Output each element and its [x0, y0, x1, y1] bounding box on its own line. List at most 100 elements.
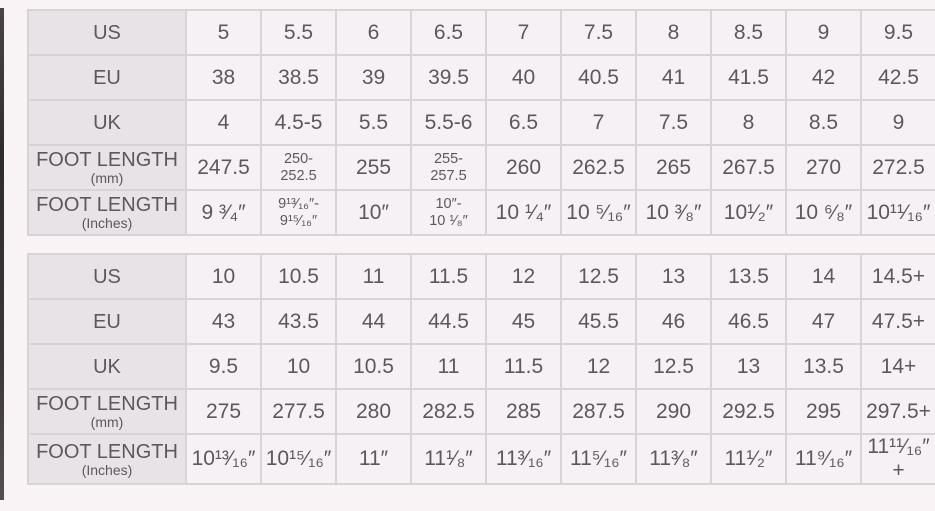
size-cell: 4.5-5	[260, 99, 337, 146]
size-cell: 10	[260, 343, 337, 390]
size-cell: 11¹¹⁄₁₆″+	[860, 433, 935, 485]
size-cell: 265	[635, 144, 712, 191]
size-cell: 43.5	[260, 298, 337, 345]
size-cell: 272.5	[860, 144, 935, 191]
size-cell: 255	[335, 144, 412, 191]
size-cell: 12.5	[560, 253, 637, 300]
row-label-uk: UK	[27, 343, 187, 390]
size-cell: 10	[185, 253, 262, 300]
size-cell: 46.5	[710, 298, 787, 345]
size-cell: 247.5	[185, 144, 262, 191]
size-cell: 10¹¹⁄₁₆″	[860, 189, 935, 236]
size-cell: 11⁹⁄₁₆″	[785, 433, 862, 485]
size-cell: 14	[785, 253, 862, 300]
size-cell: 11¹⁄₈″	[410, 433, 487, 485]
size-cell: 5.5	[335, 99, 412, 146]
table-row: UK 9.5 10 10.5 11 11.5 12 12.5 13 13.5 14+	[27, 343, 935, 390]
size-cell: 6	[335, 9, 412, 56]
size-cell: 10.5	[260, 253, 337, 300]
size-cell: 250- 252.5	[260, 144, 337, 191]
size-cell: 5.5	[260, 9, 337, 56]
size-cell: 7.5	[635, 99, 712, 146]
table-row: US 10 10.5 11 11.5 12 12.5 13 13.5 14 14.5+	[27, 253, 935, 300]
size-cell: 44	[335, 298, 412, 345]
row-sublabel: (mm)	[90, 170, 124, 186]
size-cell: 292.5	[710, 388, 787, 435]
size-cell: 10.5	[335, 343, 412, 390]
size-cell: 11	[410, 343, 487, 390]
row-label-us: US	[27, 253, 187, 300]
size-cell: 9 ³⁄₄″	[185, 189, 262, 236]
table-row: EU 38 38.5 39 39.5 40 40.5 41 41.5 42 42.5	[27, 54, 935, 101]
size-cell: 46	[635, 298, 712, 345]
size-cell: 12	[560, 343, 637, 390]
size-cell: 11¹⁄₂″	[710, 433, 787, 485]
size-cell: 10¹³⁄₁₆″	[185, 433, 262, 485]
size-cell: 9.5	[860, 9, 935, 56]
table-row: EU 43 43.5 44 44.5 45 45.5 46 46.5 47 47.5+	[27, 298, 935, 345]
size-cell: 11³⁄₁₆″	[485, 433, 562, 485]
size-cell: 10″- 10 ¹⁄₈″	[410, 189, 487, 236]
size-cell: 282.5	[410, 388, 487, 435]
size-cell: 39.5	[410, 54, 487, 101]
size-cell: 13.5	[785, 343, 862, 390]
size-cell: 40	[485, 54, 562, 101]
size-cell: 47.5+	[860, 298, 935, 345]
row-sublabel: (mm)	[90, 414, 124, 430]
size-cell: 8.5	[785, 99, 862, 146]
size-cell: 42	[785, 54, 862, 101]
size-cell: 11³⁄₈″	[635, 433, 712, 485]
size-cell: 38	[185, 54, 262, 101]
size-cell: 295	[785, 388, 862, 435]
table-row: FOOT LENGTH (mm) 247.5 250- 252.5 255 255- 25…	[27, 144, 935, 191]
size-cell: 10 ¹⁄₄″	[485, 189, 562, 236]
size-cell: 7.5	[560, 9, 637, 56]
size-cell: 10¹⁵⁄₁₆″	[260, 433, 337, 485]
size-cell: 267.5	[710, 144, 787, 191]
size-cell: 13	[710, 343, 787, 390]
size-cell: 9.5	[185, 343, 262, 390]
size-conversion-tables: US 5 5.5 6 6.5 7 7.5 8 8.5 9 9.5 EU 38 38.5 39 39.5 40 40…	[27, 9, 935, 485]
size-cell: 40.5	[560, 54, 637, 101]
size-cell: 41	[635, 54, 712, 101]
size-cell: 39	[335, 54, 412, 101]
size-cell: 5	[185, 9, 262, 56]
size-cell: 270	[785, 144, 862, 191]
size-cell: 45.5	[560, 298, 637, 345]
size-cell: 6.5	[410, 9, 487, 56]
size-cell: 7	[485, 9, 562, 56]
size-cell: 10¹⁄₂″	[710, 189, 787, 236]
size-cell: 280	[335, 388, 412, 435]
size-cell: 8	[635, 9, 712, 56]
size-cell: 255- 257.5	[410, 144, 487, 191]
size-cell: 11″	[335, 433, 412, 485]
size-cell: 11.5	[485, 343, 562, 390]
row-label-eu: EU	[27, 54, 187, 101]
size-cell: 41.5	[710, 54, 787, 101]
size-cell: 42.5	[860, 54, 935, 101]
size-chart-table-1: US 5 5.5 6 6.5 7 7.5 8 8.5 9 9.5 EU 38 38.5 39 39.5 40 40…	[27, 9, 935, 236]
row-label-foot-length: FOOT LENGTH (Inches)	[27, 189, 187, 236]
size-cell: 5.5-6	[410, 99, 487, 146]
size-cell: 11⁵⁄₁₆″	[560, 433, 637, 485]
size-cell: 275	[185, 388, 262, 435]
size-cell: 262.5	[560, 144, 637, 191]
size-cell: 14.5+	[860, 253, 935, 300]
size-cell: 285	[485, 388, 562, 435]
size-cell: 47	[785, 298, 862, 345]
size-cell: 11.5	[410, 253, 487, 300]
size-cell: 297.5+	[860, 388, 935, 435]
photo-edge-strip	[0, 8, 4, 500]
table-row: FOOT LENGTH (Inches) 9 ³⁄₄″ 9¹³⁄₁₆″- 9¹⁵⁄₁₆…	[27, 189, 935, 236]
row-label-foot-length: FOOT LENGTH (mm)	[27, 144, 187, 191]
size-cell: 44.5	[410, 298, 487, 345]
size-cell: 43	[185, 298, 262, 345]
row-sublabel: (Inches)	[81, 215, 133, 231]
size-cell: 8.5	[710, 9, 787, 56]
size-cell: 12	[485, 253, 562, 300]
size-cell: 45	[485, 298, 562, 345]
size-cell: 4	[185, 99, 262, 146]
size-cell: 290	[635, 388, 712, 435]
size-cell: 10 ⁶⁄₈″	[785, 189, 862, 236]
